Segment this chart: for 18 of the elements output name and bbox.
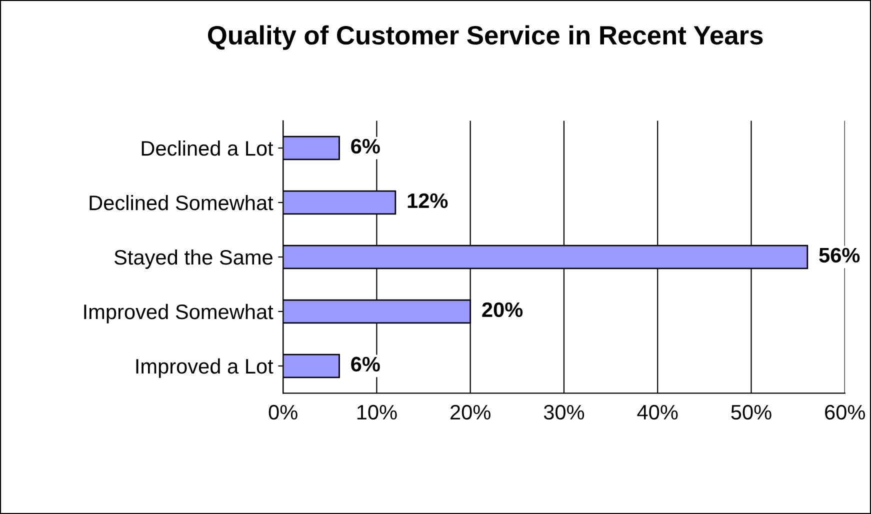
data-label: 6% bbox=[351, 138, 380, 154]
x-tick-label: 20% bbox=[450, 404, 490, 420]
x-tick-label: 0% bbox=[268, 404, 298, 420]
y-tick-label: Declined Somewhat bbox=[90, 194, 274, 210]
data-label: 20% bbox=[482, 302, 523, 318]
x-tick-label: 50% bbox=[731, 404, 772, 420]
x-tick-label: 30% bbox=[544, 404, 584, 420]
data-label: 56% bbox=[819, 248, 860, 263]
y-tick-label: Improved a Lot bbox=[136, 358, 274, 378]
x-tick-label: 10% bbox=[357, 404, 397, 420]
x-tick-label: 60% bbox=[825, 404, 865, 420]
data-label: 6% bbox=[351, 356, 380, 372]
chart-title: Quality of Customer Service in Recent Years bbox=[208, 25, 763, 50]
y-tick-label: Stayed the Same bbox=[114, 249, 272, 269]
data-label: 12% bbox=[408, 193, 448, 208]
x-tick-label: 40% bbox=[637, 404, 678, 420]
y-tick-label: Improved Somewhat bbox=[84, 304, 274, 324]
y-tick-label: Declined a Lot bbox=[142, 140, 274, 156]
